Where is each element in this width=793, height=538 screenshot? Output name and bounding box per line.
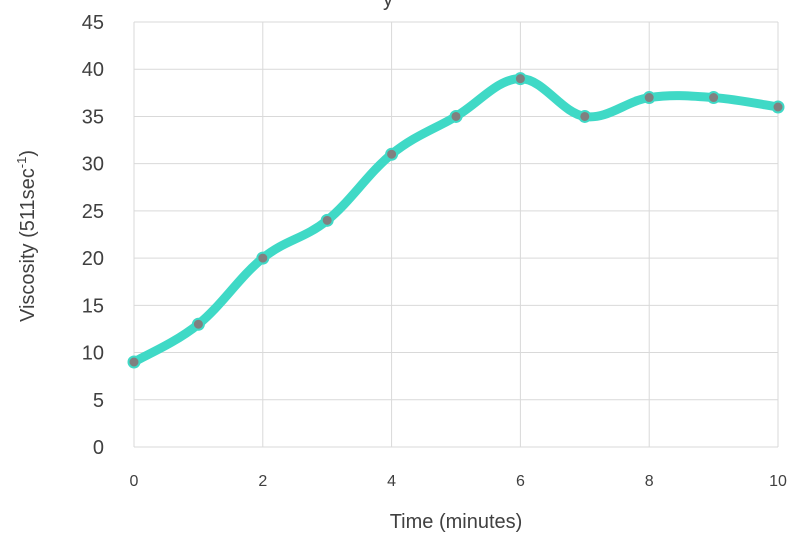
data-point (127, 355, 141, 369)
y-tick-label: 30 (82, 154, 104, 176)
x-tick-label: 6 (516, 473, 525, 490)
data-point (578, 109, 592, 123)
data-point (191, 317, 205, 331)
y-axis-title: Viscosity (511sec-1) (14, 150, 39, 322)
data-point (513, 72, 527, 86)
y-tick-label: 35 (82, 106, 104, 128)
y-tick-label: 0 (93, 437, 104, 459)
y-tick-label: 45 (82, 12, 104, 34)
chart-title-fragment: y (383, 0, 393, 11)
x-axis-tick-labels: 0 2 4 6 8 10 (130, 473, 787, 490)
y-axis-title-suffix: ) (17, 150, 39, 157)
data-point (256, 251, 270, 265)
x-tick-label: 8 (645, 473, 654, 490)
y-axis-title-superscript: -1 (14, 157, 29, 169)
y-tick-label: 25 (82, 201, 104, 223)
x-tick-label: 4 (387, 473, 396, 490)
x-tick-label: 2 (258, 473, 267, 490)
data-point (707, 91, 721, 105)
x-tick-label: 0 (130, 473, 139, 490)
y-axis-tick-labels: 0 5 10 15 20 25 30 35 40 45 (82, 12, 104, 459)
data-point (449, 109, 463, 123)
data-point (320, 213, 334, 227)
horizontal-gridlines (134, 21, 778, 448)
y-tick-label: 5 (93, 390, 104, 412)
data-point (642, 91, 656, 105)
x-tick-label: 10 (769, 473, 787, 490)
data-point (771, 100, 785, 114)
data-markers (127, 72, 785, 369)
x-axis-title: Time (minutes) (390, 511, 523, 533)
y-tick-label: 15 (82, 295, 104, 317)
y-tick-label: 10 (82, 343, 104, 365)
y-tick-label: 40 (82, 59, 104, 81)
y-axis-title-prefix: Viscosity (511sec (17, 168, 39, 322)
vertical-gridlines (133, 22, 779, 447)
y-tick-label: 20 (82, 248, 104, 270)
data-point (385, 147, 399, 161)
